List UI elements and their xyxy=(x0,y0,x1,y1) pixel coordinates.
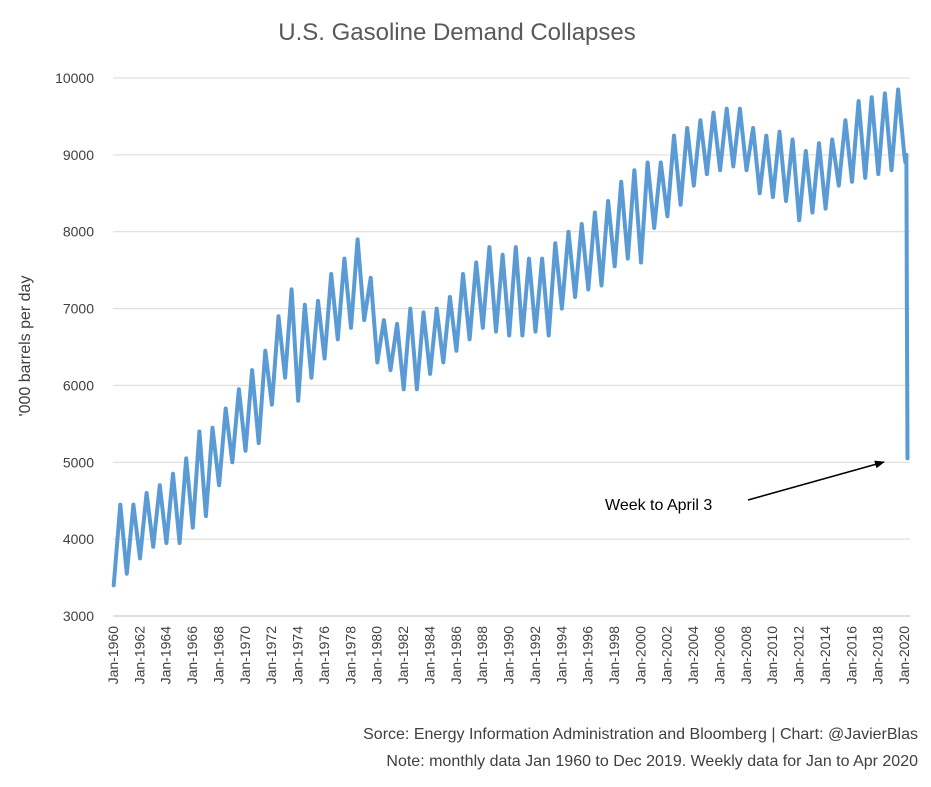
data-note: Note: monthly data Jan 1960 to Dec 2019.… xyxy=(386,753,918,770)
y-axis-label: '000 barrels per day xyxy=(17,276,34,417)
x-tick-label: Jan-1972 xyxy=(263,626,279,685)
x-tick-label: Jan-1986 xyxy=(448,626,464,685)
annotation-arrow xyxy=(747,460,885,501)
x-tick-label: Jan-2010 xyxy=(764,626,780,685)
y-tick-label: 6000 xyxy=(63,377,94,393)
x-tick-label: Jan-2002 xyxy=(659,626,675,685)
x-tick-label: Jan-2000 xyxy=(632,626,648,685)
y-axis-ticks: 3000 4000 5000 6000 7000 8000 9000 10000 xyxy=(55,70,94,624)
x-tick-label: Jan-1984 xyxy=(421,626,437,685)
x-tick-label: Jan-1996 xyxy=(580,626,596,685)
x-tick-label: Jan-2020 xyxy=(896,626,912,685)
x-tick-label: Jan-1982 xyxy=(395,626,411,685)
source-note: Sorce: Energy Information Administration… xyxy=(363,726,918,743)
x-tick-label: Jan-2006 xyxy=(711,626,727,685)
annotation-label: Week to April 3 xyxy=(605,497,712,514)
y-tick-label: 4000 xyxy=(63,531,94,547)
x-tick-label: Jan-1962 xyxy=(131,626,147,685)
x-tick-label: Jan-1978 xyxy=(342,626,358,685)
x-tick-label: Jan-1960 xyxy=(105,626,121,685)
x-axis-ticks: Jan-1960 Jan-1962 Jan-1964 Jan-1966 Jan-1968… xyxy=(105,626,912,685)
x-tick-label: Jan-1966 xyxy=(184,626,200,685)
y-tick-label: 3000 xyxy=(63,608,94,624)
x-tick-label: Jan-1964 xyxy=(158,626,174,685)
demand-series-line xyxy=(111,87,910,588)
y-tick-label: 9000 xyxy=(63,147,94,163)
x-tick-label: Jan-2016 xyxy=(843,626,859,685)
x-tick-label: Jan-1980 xyxy=(369,626,385,685)
x-tick-label: Jan-1974 xyxy=(290,626,306,685)
x-tick-label: Jan-1998 xyxy=(606,626,622,685)
x-tick-label: Jan-2018 xyxy=(870,626,886,685)
x-tick-label: Jan-2014 xyxy=(817,626,833,685)
x-tick-label: Jan-1968 xyxy=(210,626,226,685)
x-tick-label: Jan-2012 xyxy=(791,626,807,685)
chart-title: U.S. Gasoline Demand Collapses xyxy=(278,19,636,46)
gridlines xyxy=(113,77,910,540)
y-tick-label: 8000 xyxy=(63,224,94,240)
x-tick-label: Jan-2008 xyxy=(738,626,754,685)
y-tick-label: 5000 xyxy=(63,454,94,470)
x-tick-label: Jan-1976 xyxy=(316,626,332,685)
x-tick-label: Jan-1992 xyxy=(527,626,543,685)
x-tick-label: Jan-1988 xyxy=(474,626,490,685)
y-tick-label: 10000 xyxy=(55,70,94,86)
x-tick-label: Jan-2004 xyxy=(685,626,701,685)
x-tick-label: Jan-1994 xyxy=(553,626,569,685)
y-tick-label: 7000 xyxy=(63,301,94,317)
x-tick-label: Jan-1990 xyxy=(501,626,517,685)
x-tick-label: Jan-1970 xyxy=(237,626,253,685)
